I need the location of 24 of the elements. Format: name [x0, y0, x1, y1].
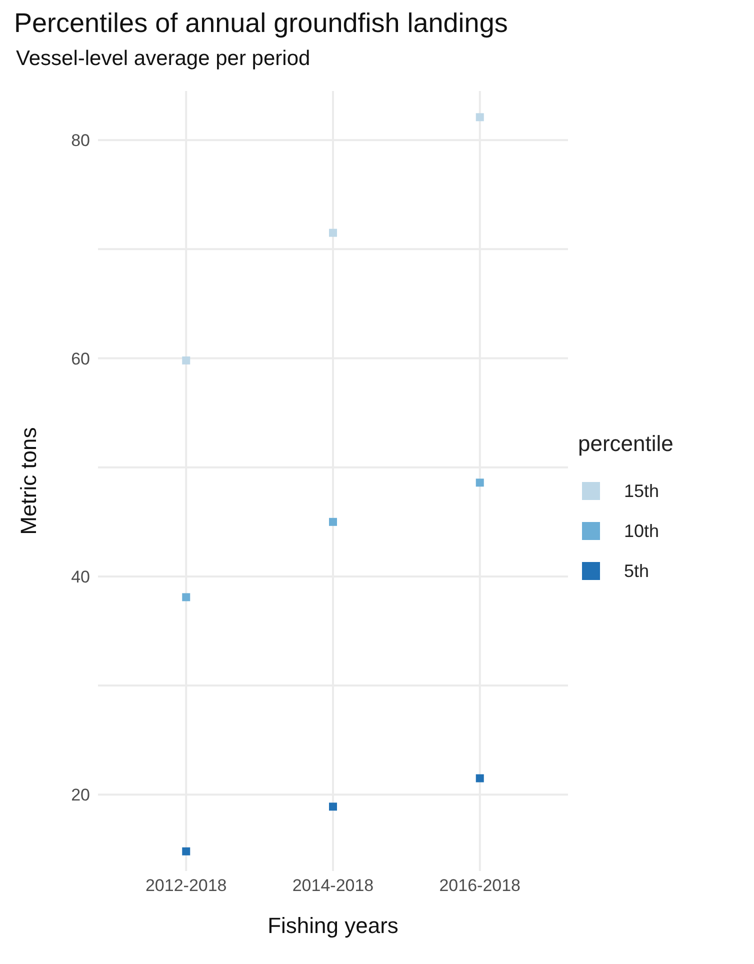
point: [182, 593, 190, 602]
y-tick-label: 20: [71, 786, 90, 805]
legend-label: 10th: [624, 520, 660, 542]
legend-label: 15th: [624, 480, 660, 502]
y-tick-label: 60: [71, 349, 90, 368]
point: [329, 802, 337, 811]
x-tick-label: 2014-2018: [292, 876, 374, 896]
chart-title: Percentiles of annual groundfish landings: [13, 8, 509, 39]
legend-label: 5th: [624, 560, 650, 582]
y-tick-label: 40: [71, 567, 90, 586]
point: [182, 356, 190, 364]
chart-subtitle: Vessel-level average per period: [15, 47, 312, 71]
point: [329, 228, 337, 237]
x-tick-label: 2012-2018: [145, 876, 227, 896]
point: [476, 478, 484, 487]
y-tick-label: 80: [71, 131, 90, 150]
x-tick-label: 2016-2018: [439, 876, 521, 896]
point: [329, 518, 337, 526]
y-axis-title: Metric tons: [16, 427, 41, 535]
point: [476, 113, 484, 122]
legend-title: percentile: [578, 431, 674, 457]
x-axis-title: Fishing years: [268, 913, 398, 938]
point: [476, 774, 484, 782]
point: [182, 847, 190, 856]
